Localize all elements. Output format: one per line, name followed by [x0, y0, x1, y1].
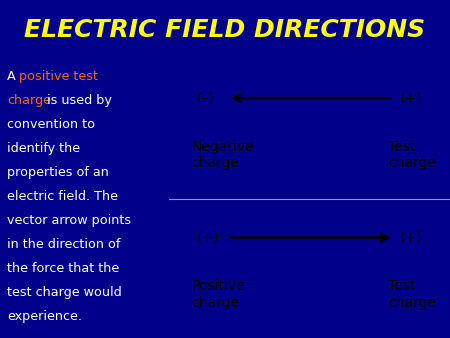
Text: (+): (+)	[400, 231, 422, 245]
Text: the force that the: the force that the	[7, 262, 119, 275]
Text: electric field. The: electric field. The	[7, 190, 118, 203]
Text: positive test: positive test	[19, 70, 98, 83]
Text: (+): (+)	[197, 231, 220, 245]
Text: convention to: convention to	[7, 118, 95, 131]
Text: identify the: identify the	[7, 142, 80, 155]
Text: Test
charge: Test charge	[388, 140, 436, 170]
Text: A: A	[7, 70, 19, 83]
Text: (+): (+)	[400, 91, 422, 105]
Text: charge: charge	[7, 94, 51, 107]
Text: (–): (–)	[197, 91, 215, 105]
Text: test charge would: test charge would	[7, 286, 122, 299]
Text: in the direction of: in the direction of	[7, 238, 120, 251]
Text: properties of an: properties of an	[7, 166, 108, 179]
Text: Negative
charge: Negative charge	[191, 140, 254, 170]
Text: experience.: experience.	[7, 310, 82, 323]
Text: vector arrow points: vector arrow points	[7, 214, 131, 227]
Text: ELECTRIC FIELD DIRECTIONS: ELECTRIC FIELD DIRECTIONS	[24, 18, 426, 42]
Text: Test
charge: Test charge	[388, 280, 436, 310]
Text: Positive
charge: Positive charge	[191, 280, 245, 310]
Text: is used by: is used by	[43, 94, 112, 107]
